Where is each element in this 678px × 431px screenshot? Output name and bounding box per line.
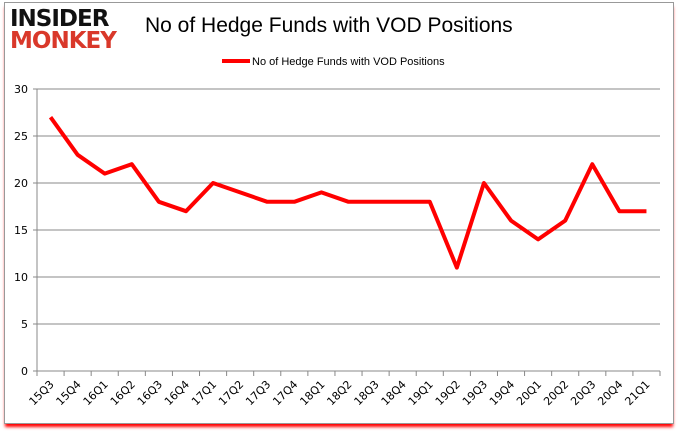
y-tick-label: 5	[21, 318, 28, 331]
x-tick-label: 18Q1	[297, 378, 327, 408]
x-tick-label: 16Q2	[108, 378, 138, 408]
x-tick-label: 18Q3	[352, 378, 382, 408]
x-tick-label: 17Q1	[189, 378, 219, 408]
x-tick-label: 17Q3	[243, 378, 273, 408]
legend-label: No of Hedge Funds with VOD Positions	[252, 56, 445, 68]
y-tick-label: 20	[14, 177, 28, 190]
x-tick-label: 18Q2	[324, 378, 354, 408]
x-tick-label: 16Q1	[81, 378, 111, 408]
x-tick-label: 16Q4	[162, 378, 192, 408]
chart-title: No of Hedge Funds with VOD Positions	[145, 14, 513, 37]
x-tick-label: 19Q3	[460, 378, 490, 408]
x-tick-label: 19Q4	[487, 378, 517, 408]
x-tick-label: 20Q4	[595, 378, 625, 408]
y-tick-label: 0	[21, 365, 28, 378]
x-tick-label: 17Q4	[270, 378, 300, 408]
y-tick-label: 25	[14, 130, 28, 143]
x-tick-label: 17Q2	[216, 378, 246, 408]
logo-line2: MONKEY	[10, 28, 117, 54]
x-tick-label: 20Q2	[541, 378, 571, 408]
x-tick-label: 19Q1	[406, 378, 436, 408]
logo-line1: INSIDER	[10, 6, 109, 32]
chart-frame	[4, 2, 674, 424]
y-tick-label: 10	[14, 271, 28, 284]
insider-monkey-logo: INSIDER MONKEY	[10, 6, 117, 54]
series-line	[48, 116, 647, 270]
y-tick-label: 30	[14, 83, 28, 96]
x-tick-label: 20Q3	[568, 378, 598, 408]
x-tick-label: 15Q3	[27, 378, 57, 408]
x-tick-label: 18Q4	[379, 378, 409, 408]
x-tick-label: 15Q4	[54, 378, 84, 408]
y-tick-label: 15	[14, 224, 28, 237]
x-tick-label: 19Q2	[433, 378, 463, 408]
x-tick-label: 21Q1	[622, 378, 652, 408]
x-tick-label: 20Q1	[514, 378, 544, 408]
x-tick-label: 16Q3	[135, 378, 165, 408]
